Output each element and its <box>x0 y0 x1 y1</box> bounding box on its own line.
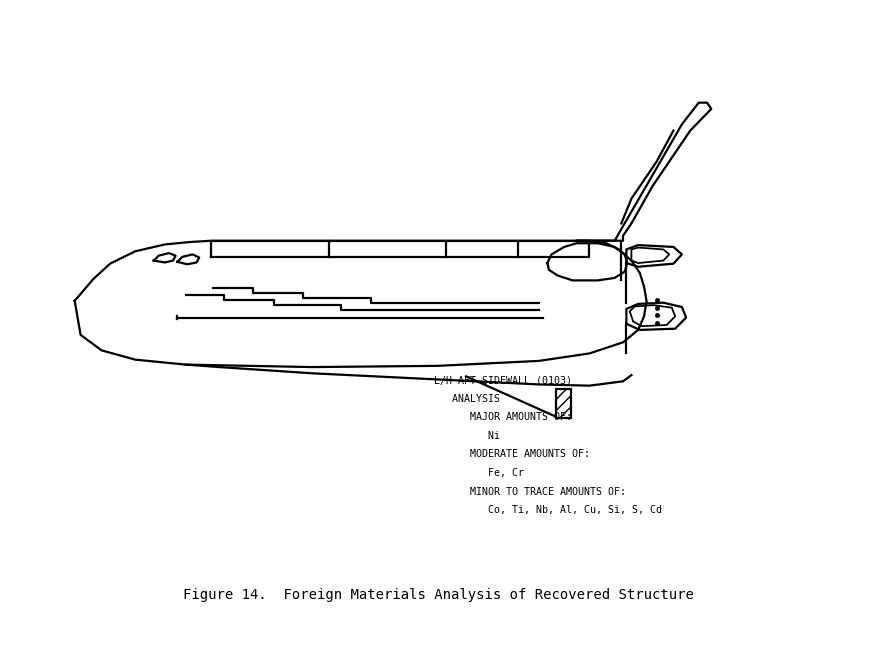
Text: Fe, Cr: Fe, Cr <box>434 468 524 478</box>
Text: MINOR TO TRACE AMOUNTS OF:: MINOR TO TRACE AMOUNTS OF: <box>434 486 625 497</box>
Text: Ni: Ni <box>434 431 500 441</box>
Text: L/H AFT SIDEWALL (0103): L/H AFT SIDEWALL (0103) <box>434 375 572 385</box>
Text: Co, Ti, Nb, Al, Cu, Si, S, Cd: Co, Ti, Nb, Al, Cu, Si, S, Cd <box>434 505 661 515</box>
Text: Figure 14.  Foreign Materials Analysis of Recovered Structure: Figure 14. Foreign Materials Analysis of… <box>182 588 694 602</box>
Text: MAJOR AMOUNTS OF:: MAJOR AMOUNTS OF: <box>434 412 572 422</box>
Bar <box>555 389 571 419</box>
Text: ANALYSIS: ANALYSIS <box>434 393 500 404</box>
Text: MODERATE AMOUNTS OF:: MODERATE AMOUNTS OF: <box>434 450 590 459</box>
